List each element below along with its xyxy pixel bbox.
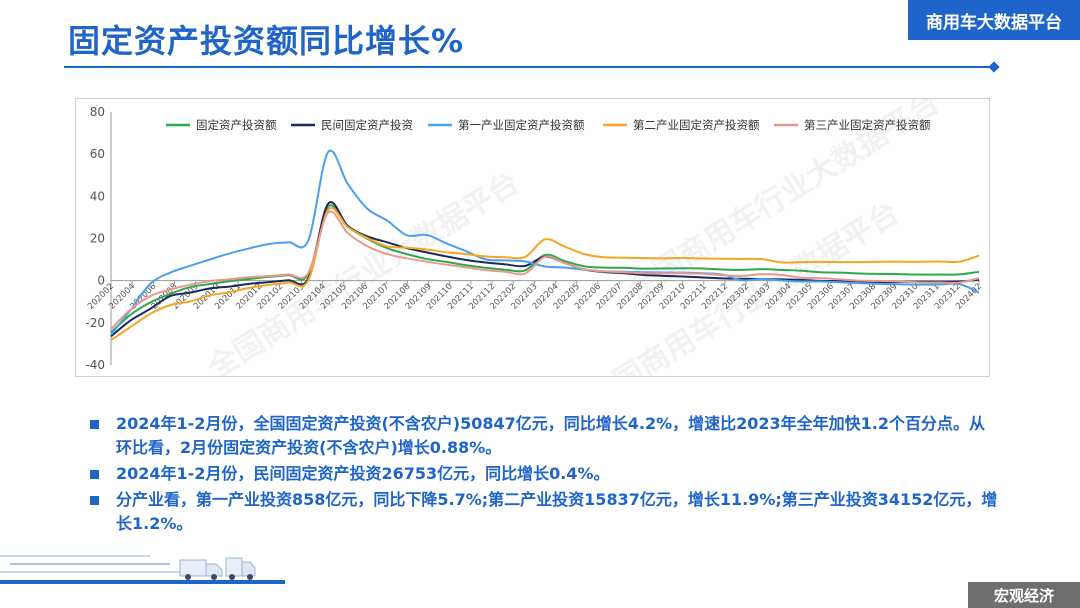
watermark-text: 全国商用车行业大数据平台 (201, 165, 526, 376)
summary-bullets: 2024年1-2月份，全国固定资产投资(不含农户)50847亿元，同比增长4.2… (90, 412, 1000, 538)
legend-label: 第三产业固定资产投资额 (804, 118, 931, 132)
footer-section-tag: 宏观经济 (968, 582, 1080, 608)
y-tick-label: 0 (97, 274, 105, 288)
page-title: 固定资产投资额同比增长% (68, 22, 465, 60)
bullet-square-icon (90, 496, 99, 505)
y-tick-label: 40 (90, 189, 105, 203)
y-tick-label: 60 (90, 147, 105, 161)
series-line-1 (110, 204, 980, 334)
brand-badge: 商用车大数据平台 (908, 0, 1080, 40)
y-tick-label: 20 (90, 232, 105, 246)
bullet-item: 2024年1-2月份，民间固定资产投资26753亿元，同比增长0.4%。 (90, 462, 1000, 486)
y-tick-label: -20 (85, 316, 105, 330)
legend-label: 民间固定资产投资 (321, 118, 413, 132)
series-line-3 (110, 149, 980, 336)
bullet-item: 2024年1-2月份，全国固定资产投资(不含农户)50847亿元，同比增长4.2… (90, 412, 1000, 460)
legend-label: 固定资产投资额 (196, 118, 277, 132)
chart-legend: 固定资产投资额 民间固定资产投资 第一产业固定资产投资额 第二产业固定资产投资额 第三产… (166, 118, 931, 132)
legend-label: 第一产业固定资产投资额 (458, 118, 585, 132)
bullet-text: 2024年1-2月份，全国固定资产投资(不含农户)50847亿元，同比增长4.2… (116, 414, 985, 457)
chart-lines (110, 149, 980, 341)
bullet-square-icon (90, 420, 99, 429)
bullet-square-icon (90, 470, 99, 479)
bullet-text: 2024年1-2月份，民间固定资产投资26753亿元，同比增长0.4%。 (116, 464, 610, 483)
divider-end-marker (988, 61, 1000, 73)
legend-label: 第二产业固定资产投资额 (633, 118, 760, 132)
series-line-5 (110, 210, 980, 330)
truck-decoration-icon (0, 555, 285, 584)
y-tick-label: 80 (90, 105, 105, 119)
title-divider (64, 66, 994, 68)
y-tick-label: -40 (85, 358, 105, 372)
bullet-text: 分产业看，第一产业投资858亿元，同比下降5.7%;第二产业投资15837亿元，… (116, 490, 998, 533)
bullet-item: 分产业看，第一产业投资858亿元，同比下降5.7%;第二产业投资15837亿元，… (90, 488, 1000, 536)
chart-container: 全国商用车行业大数据平台 全国商用车行业大数据平台 全国商用车行业大数据平台 -40… (75, 98, 990, 377)
series-line-4 (110, 207, 980, 341)
